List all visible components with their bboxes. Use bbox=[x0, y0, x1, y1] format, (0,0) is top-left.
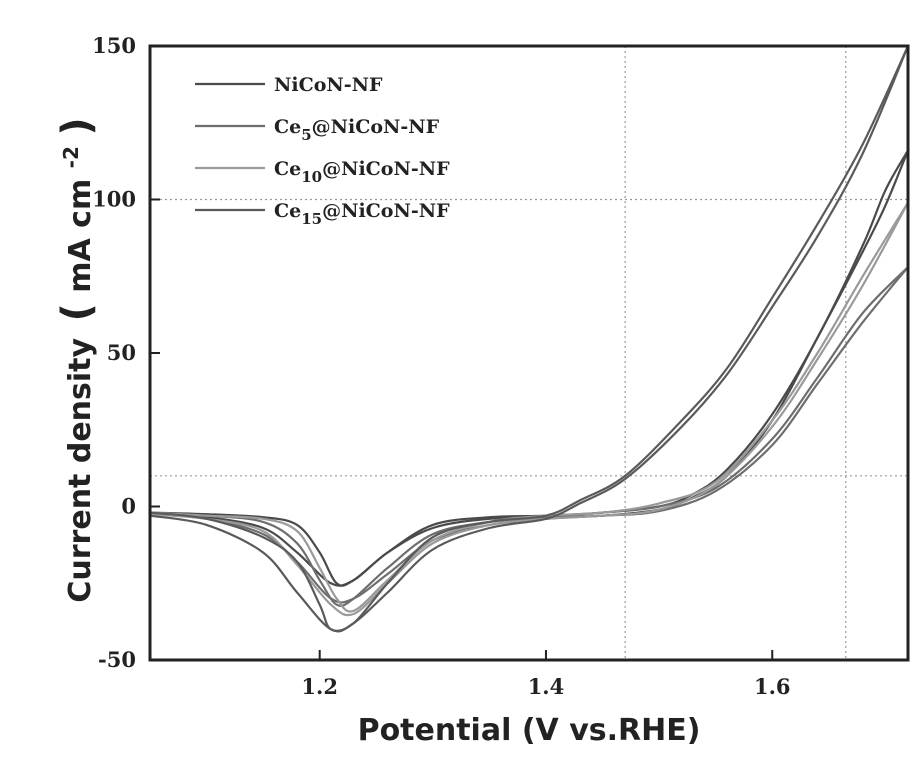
y-tick-label-1: 0 bbox=[121, 494, 136, 519]
y-axis-title-paren-open: ( bbox=[54, 303, 100, 321]
y-tick-label-0: -50 bbox=[98, 647, 136, 672]
reference-lines bbox=[150, 46, 908, 660]
y-axis-title-unit: mA cm bbox=[63, 179, 98, 293]
y-tick-label-2: 50 bbox=[107, 340, 136, 365]
legend-label-2: Ce10@NiCoN-NF bbox=[274, 158, 450, 186]
legend-label-base: Ce bbox=[274, 116, 301, 138]
legend-label-base: Ce bbox=[274, 200, 301, 222]
series-3-return-scan bbox=[150, 46, 908, 631]
legend-label-0: NiCoN-NF bbox=[274, 74, 383, 96]
legend-label-subscript: 15 bbox=[301, 210, 322, 228]
x-tick-label-0: 1.2 bbox=[301, 674, 338, 699]
y-tick-label-3: 100 bbox=[92, 187, 136, 212]
legend-label-subscript: 5 bbox=[301, 126, 311, 144]
legend-label-3: Ce15@NiCoN-NF bbox=[274, 200, 450, 228]
axis-ticks: 1.2 1.4 1.6 -50 0 50 100 150 bbox=[92, 33, 790, 699]
legend-label-1: Ce5@NiCoN-NF bbox=[274, 116, 440, 144]
y-tick-label-4: 150 bbox=[92, 33, 136, 58]
legend-label-base: NiCoN-NF bbox=[274, 74, 383, 96]
legend-label-subscript: 10 bbox=[301, 168, 322, 186]
y-axis-title-main: Current density bbox=[63, 338, 98, 603]
legend: NiCoN-NFCe5@NiCoN-NFCe10@NiCoN-NFCe15@Ni… bbox=[195, 74, 450, 228]
x-tick-label-1: 1.4 bbox=[528, 674, 565, 699]
y-axis-title-paren-close: ) bbox=[54, 117, 100, 135]
legend-label-base: Ce bbox=[274, 158, 301, 180]
x-tick-label-2: 1.6 bbox=[754, 674, 791, 699]
series-3-forward-scan bbox=[150, 46, 908, 631]
x-axis-title: Potential (V vs.RHE) bbox=[358, 713, 701, 748]
legend-label-rest: @NiCoN-NF bbox=[322, 200, 450, 222]
series-curves bbox=[150, 46, 908, 631]
legend-label-rest: @NiCoN-NF bbox=[312, 116, 440, 138]
y-axis-title-exponent: -2 bbox=[59, 146, 83, 168]
y-axis-title: Current density ( mA cm -2 ) bbox=[54, 117, 100, 602]
series-1-forward-scan bbox=[150, 267, 908, 606]
legend-label-rest: @NiCoN-NF bbox=[322, 158, 450, 180]
plot-frame bbox=[150, 46, 908, 660]
